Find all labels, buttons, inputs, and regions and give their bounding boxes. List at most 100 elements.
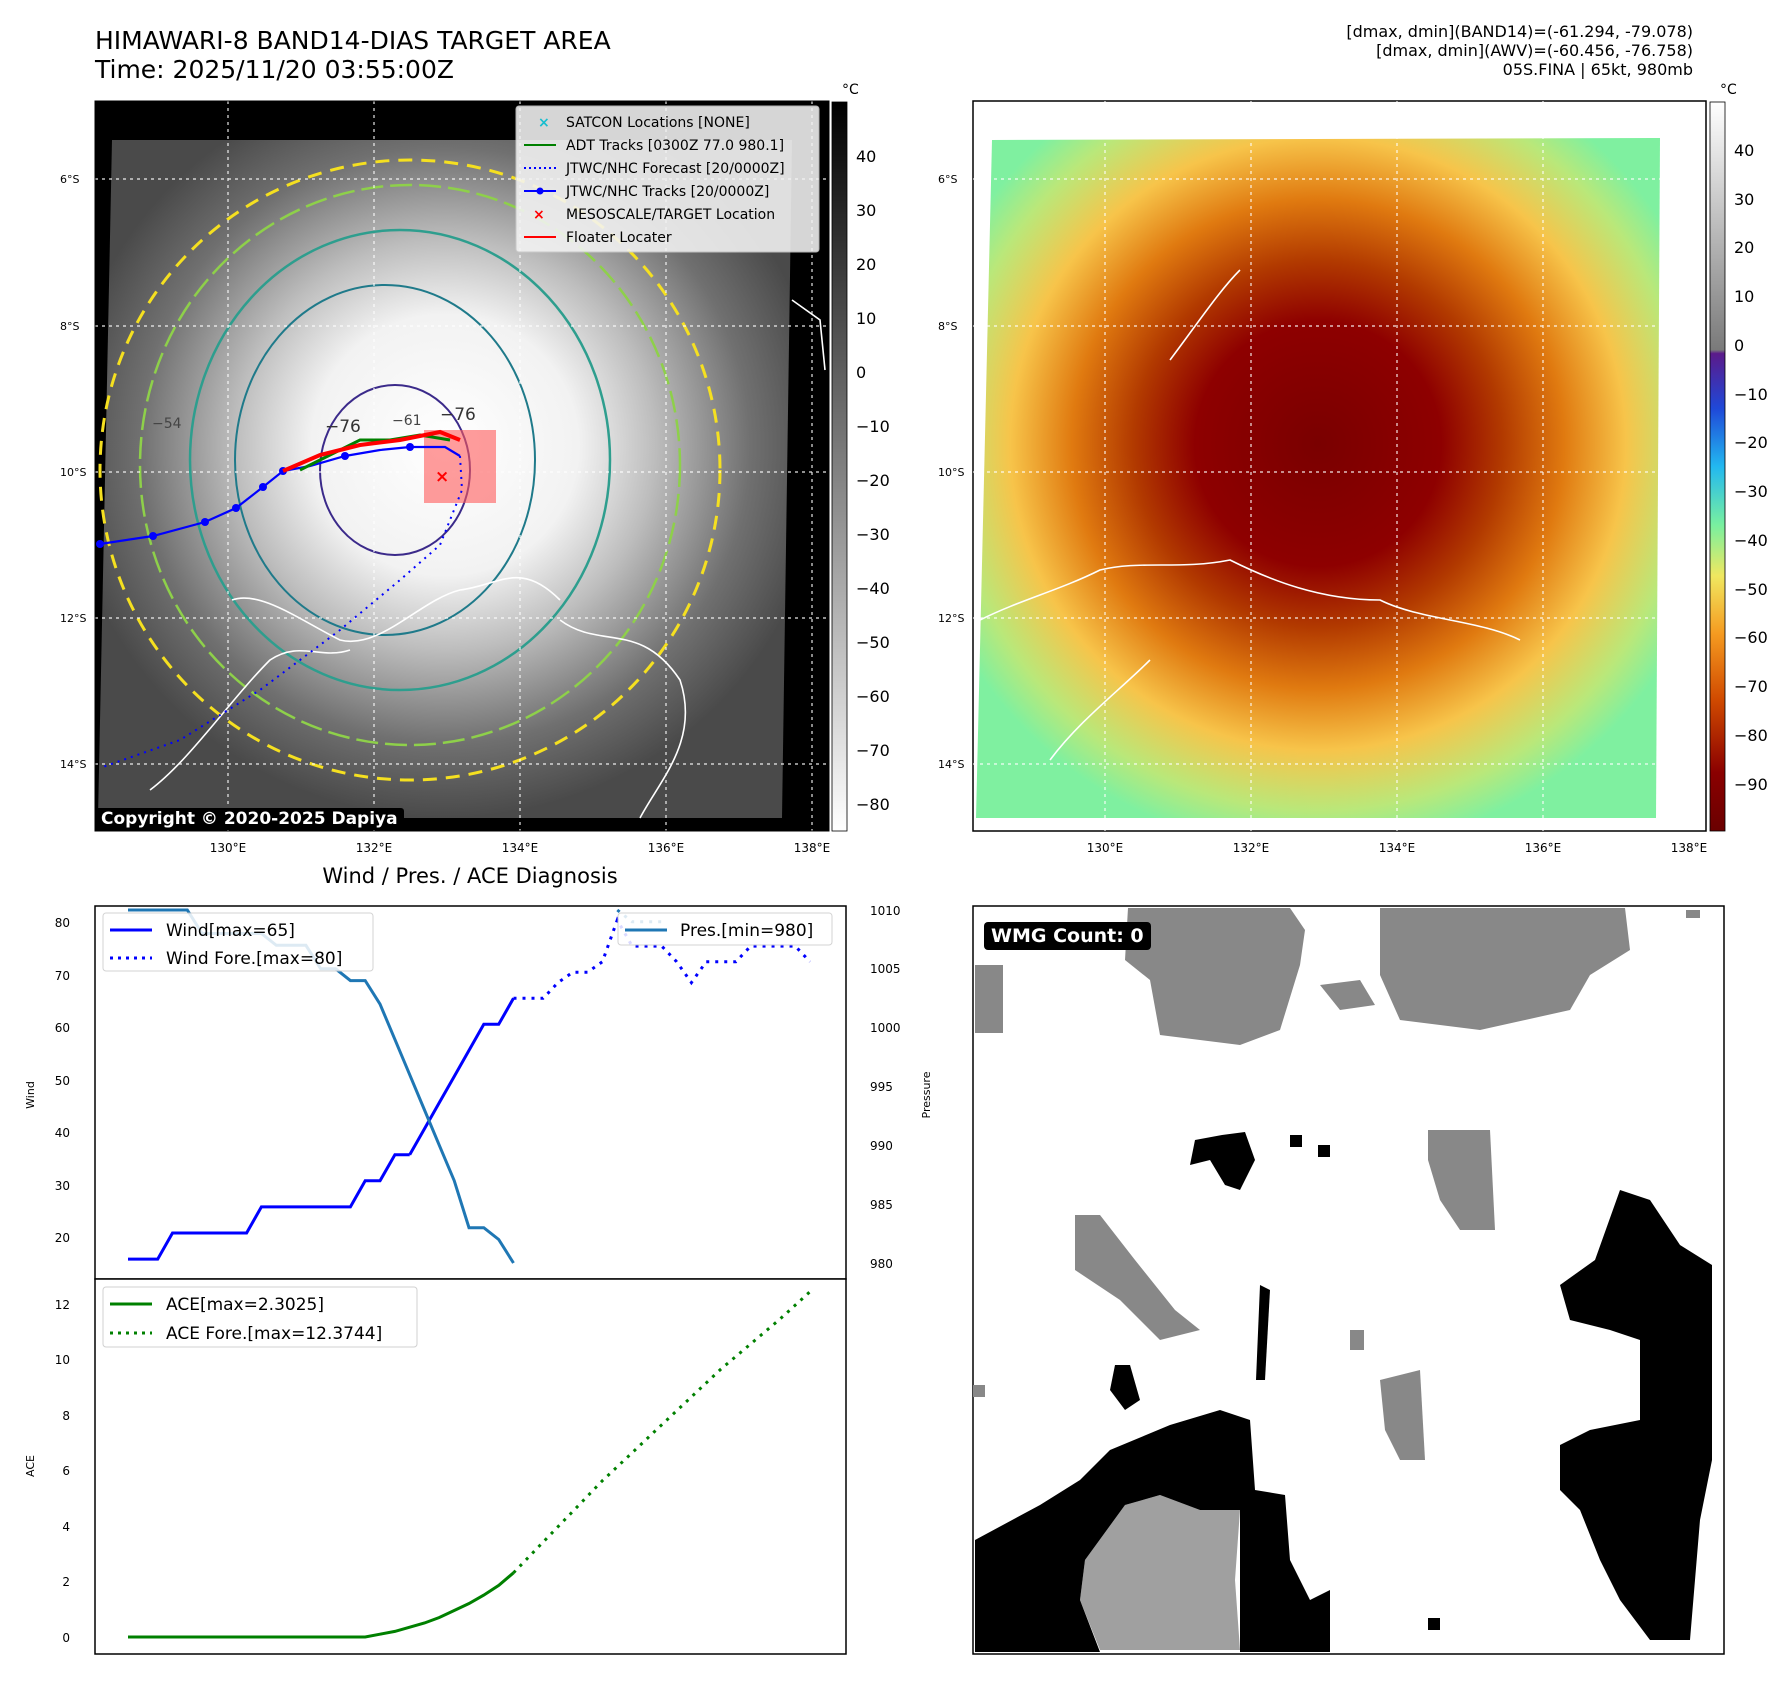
jtwc-track (99, 445, 461, 546)
svg-text:−40: −40 (856, 579, 890, 598)
floater-locater (282, 429, 461, 473)
svg-text:°C: °C (842, 82, 859, 98)
svg-text:−70: −70 (1734, 677, 1768, 696)
legend-jtwc-forecast: JTWC/NHC Forecast [20/0000Z] (565, 161, 785, 177)
svg-text:40: 40 (1734, 141, 1754, 160)
legend-satcon: SATCON Locations [NONE] (566, 115, 750, 131)
wmg-black-regions (975, 1132, 1712, 1652)
svg-text:−54: −54 (152, 416, 182, 432)
svg-text:8°S: 8°S (60, 320, 79, 333)
svg-text:−60: −60 (1734, 628, 1768, 647)
svg-text:−70: −70 (856, 741, 890, 760)
ace-ylabel: ACE (24, 1455, 37, 1477)
wind-series-line-0 (128, 1153, 410, 1261)
track-legend: × SATCON Locations [NONE] ADT Tracks [03… (515, 105, 820, 253)
svg-text:−40: −40 (1734, 531, 1768, 550)
legend-jtwc-tracks: JTWC/NHC Tracks [20/0000Z] (565, 184, 769, 200)
legend-wind: Wind[max=65] (166, 921, 295, 941)
svg-text:6°S: 6°S (938, 173, 957, 186)
svg-text:132°E: 132°E (356, 841, 393, 855)
svg-text:136°E: 136°E (1525, 841, 1562, 855)
legend-wind-fore: Wind Fore.[max=80] (166, 949, 342, 969)
svg-text:20: 20 (1734, 238, 1754, 257)
left-map-lat-labels: 6°S 8°S 10°S 12°S 14°S (60, 173, 86, 771)
svg-text:20: 20 (55, 1231, 70, 1245)
wmg-light-gray-region (1080, 1495, 1240, 1650)
svg-text:1000: 1000 (870, 1021, 901, 1035)
awv-map (972, 100, 1707, 832)
svg-text:30: 30 (55, 1179, 70, 1193)
svg-text:130°E: 130°E (210, 841, 247, 855)
svg-text:70: 70 (55, 969, 70, 983)
figure-summary: [dmax, dmin](BAND14)=(-61.294, -79.078) … (1346, 22, 1693, 79)
right-map-lon-labels: 130°E 132°E 134°E 136°E 138°E (1087, 841, 1708, 855)
pressure-axis-ticks: 980 985 990 995 1000 1005 1010 (870, 904, 901, 1271)
left-colorbar: °C 40 30 20 10 0 −10 −20 −30 −40 −50 −60… (831, 82, 890, 832)
svg-text:−10: −10 (856, 417, 890, 436)
legend-pres: Pres.[min=980] (680, 921, 813, 941)
ace-legend: ACE[max=2.3025] ACE Fore.[max=12.3744] (102, 1286, 418, 1348)
svg-text:10: 10 (1734, 287, 1754, 306)
svg-text:−20: −20 (1734, 433, 1768, 452)
svg-text:10: 10 (856, 309, 876, 328)
wind-legend: Wind[max=65] Wind Fore.[max=80] (102, 912, 374, 972)
summary-line-2: [dmax, dmin](AWV)=(-60.456, -76.758) (1376, 41, 1693, 60)
pressure-legend: Pres.[min=980] (617, 912, 833, 946)
svg-text:10°S: 10°S (60, 466, 86, 479)
target-area-box (424, 430, 496, 503)
svg-text:−60: −60 (856, 687, 890, 706)
legend-ace: ACE[max=2.3025] (166, 1295, 324, 1315)
wind-pressure-panel: 20 30 40 50 60 70 80 980 985 990 995 100… (24, 904, 933, 1280)
svg-text:80: 80 (55, 916, 70, 930)
legend-adt: ADT Tracks [0300Z 77.0 980.1] (566, 138, 784, 154)
svg-text:−80: −80 (1734, 726, 1768, 745)
svg-text:40: 40 (55, 1126, 70, 1140)
legend-target: MESOSCALE/TARGET Location (566, 207, 775, 223)
wind-series-line-1 (408, 997, 515, 1156)
svg-text:50: 50 (55, 1074, 70, 1088)
right-map-lat-labels: 6°S 8°S 10°S 12°S 14°S (938, 173, 964, 771)
wmg-gray-regions (973, 908, 1700, 1460)
legend-floater: Floater Locater (566, 230, 672, 246)
summary-line-3: 05S.FINA | 65kt, 980mb (1502, 60, 1693, 79)
svg-text:132°E: 132°E (1233, 841, 1270, 855)
title-line-1: HIMAWARI-8 BAND14-DIAS TARGET AREA (95, 26, 611, 55)
svg-text:−10: −10 (1734, 385, 1768, 404)
svg-text:1010: 1010 (870, 904, 901, 918)
svg-text:10°S: 10°S (938, 466, 964, 479)
svg-text:4: 4 (62, 1520, 70, 1534)
ace-axis-ticks: 0 2 4 6 8 10 12 (55, 1298, 70, 1645)
wind-plot (128, 916, 812, 1261)
target-x-marker: × (435, 467, 449, 487)
svg-text:12: 12 (55, 1298, 70, 1312)
svg-text:40: 40 (856, 147, 876, 166)
svg-text:8: 8 (62, 1409, 70, 1423)
wind-ylabel: Wind (24, 1081, 37, 1109)
svg-text:134°E: 134°E (1379, 841, 1416, 855)
svg-text:990: 990 (870, 1139, 893, 1153)
svg-text:−90: −90 (1734, 775, 1768, 794)
right-colorbar: °C 40 30 20 10 0 −10 −20 −30 −40 −50 −60… (1709, 82, 1768, 832)
figure-title: HIMAWARI-8 BAND14-DIAS TARGET AREA Time:… (95, 26, 611, 84)
svg-text:60: 60 (55, 1021, 70, 1035)
svg-text:985: 985 (870, 1198, 893, 1212)
ace-plot (128, 1290, 812, 1639)
ace-series-line-0 (128, 1571, 515, 1639)
jtwc-forecast (99, 455, 464, 769)
svg-text:980: 980 (870, 1257, 893, 1271)
svg-text:30: 30 (1734, 190, 1754, 209)
svg-text:12°S: 12°S (938, 612, 964, 625)
ace-series-line-1 (512, 1290, 812, 1574)
svg-text:2: 2 (62, 1575, 70, 1589)
pressure-ylabel: Pressure (920, 1071, 933, 1118)
svg-text:−30: −30 (856, 525, 890, 544)
svg-text:0: 0 (1734, 336, 1744, 355)
svg-text:−50: −50 (856, 633, 890, 652)
svg-text:−61: −61 (392, 413, 422, 429)
svg-text:×: × (538, 115, 550, 131)
svg-text:14°S: 14°S (60, 758, 86, 771)
svg-text:−76: −76 (440, 405, 476, 425)
svg-text:−20: −20 (856, 471, 890, 490)
wmg-panel (972, 905, 1725, 1655)
